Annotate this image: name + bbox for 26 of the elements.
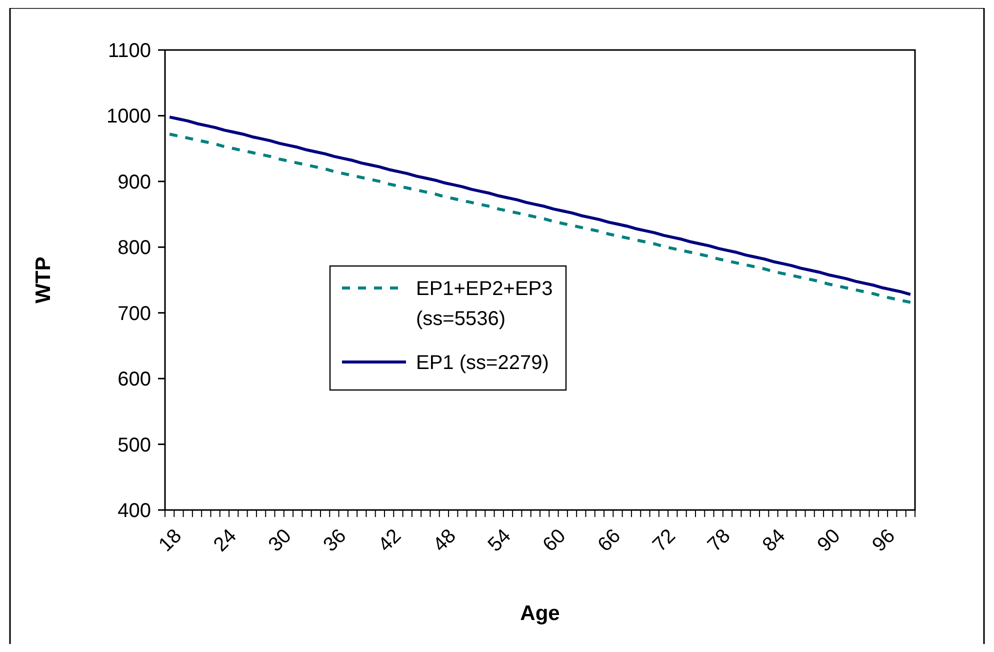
x-tick-label: 36 xyxy=(319,524,351,556)
y-tick-label: 400 xyxy=(118,500,151,522)
legend-label: EP1 (ss=2279) xyxy=(416,352,549,374)
x-tick-label: 72 xyxy=(648,524,680,556)
x-tick-label: 48 xyxy=(429,524,460,556)
y-tick-label: 500 xyxy=(118,434,151,456)
x-tick-label: 78 xyxy=(704,524,735,556)
x-tick-label: 90 xyxy=(813,524,845,556)
x-tick-label: 66 xyxy=(594,524,626,556)
y-tick-label: 900 xyxy=(118,171,151,194)
x-tick-label: 24 xyxy=(210,524,241,556)
y-tick-label: 1000 xyxy=(106,106,151,128)
x-tick-label: 42 xyxy=(374,524,406,556)
y-tick-label: 1100 xyxy=(108,40,151,62)
y-tick-label: 600 xyxy=(118,368,151,391)
y-tick-label: 700 xyxy=(118,302,151,325)
legend-label: EP1+EP2+EP3 (ss=5536) xyxy=(416,278,553,330)
x-tick-label: 96 xyxy=(868,524,900,556)
x-tick-label: 60 xyxy=(538,524,570,556)
x-tick-label: 30 xyxy=(264,524,296,556)
y-axis-title: WTP xyxy=(32,256,55,304)
x-tick-label: 54 xyxy=(484,524,516,556)
x-tick-label: 84 xyxy=(758,524,790,556)
x-tick-label: 18 xyxy=(154,524,186,556)
x-axis-title: Age xyxy=(520,602,560,625)
y-tick-label: 800 xyxy=(118,237,151,260)
